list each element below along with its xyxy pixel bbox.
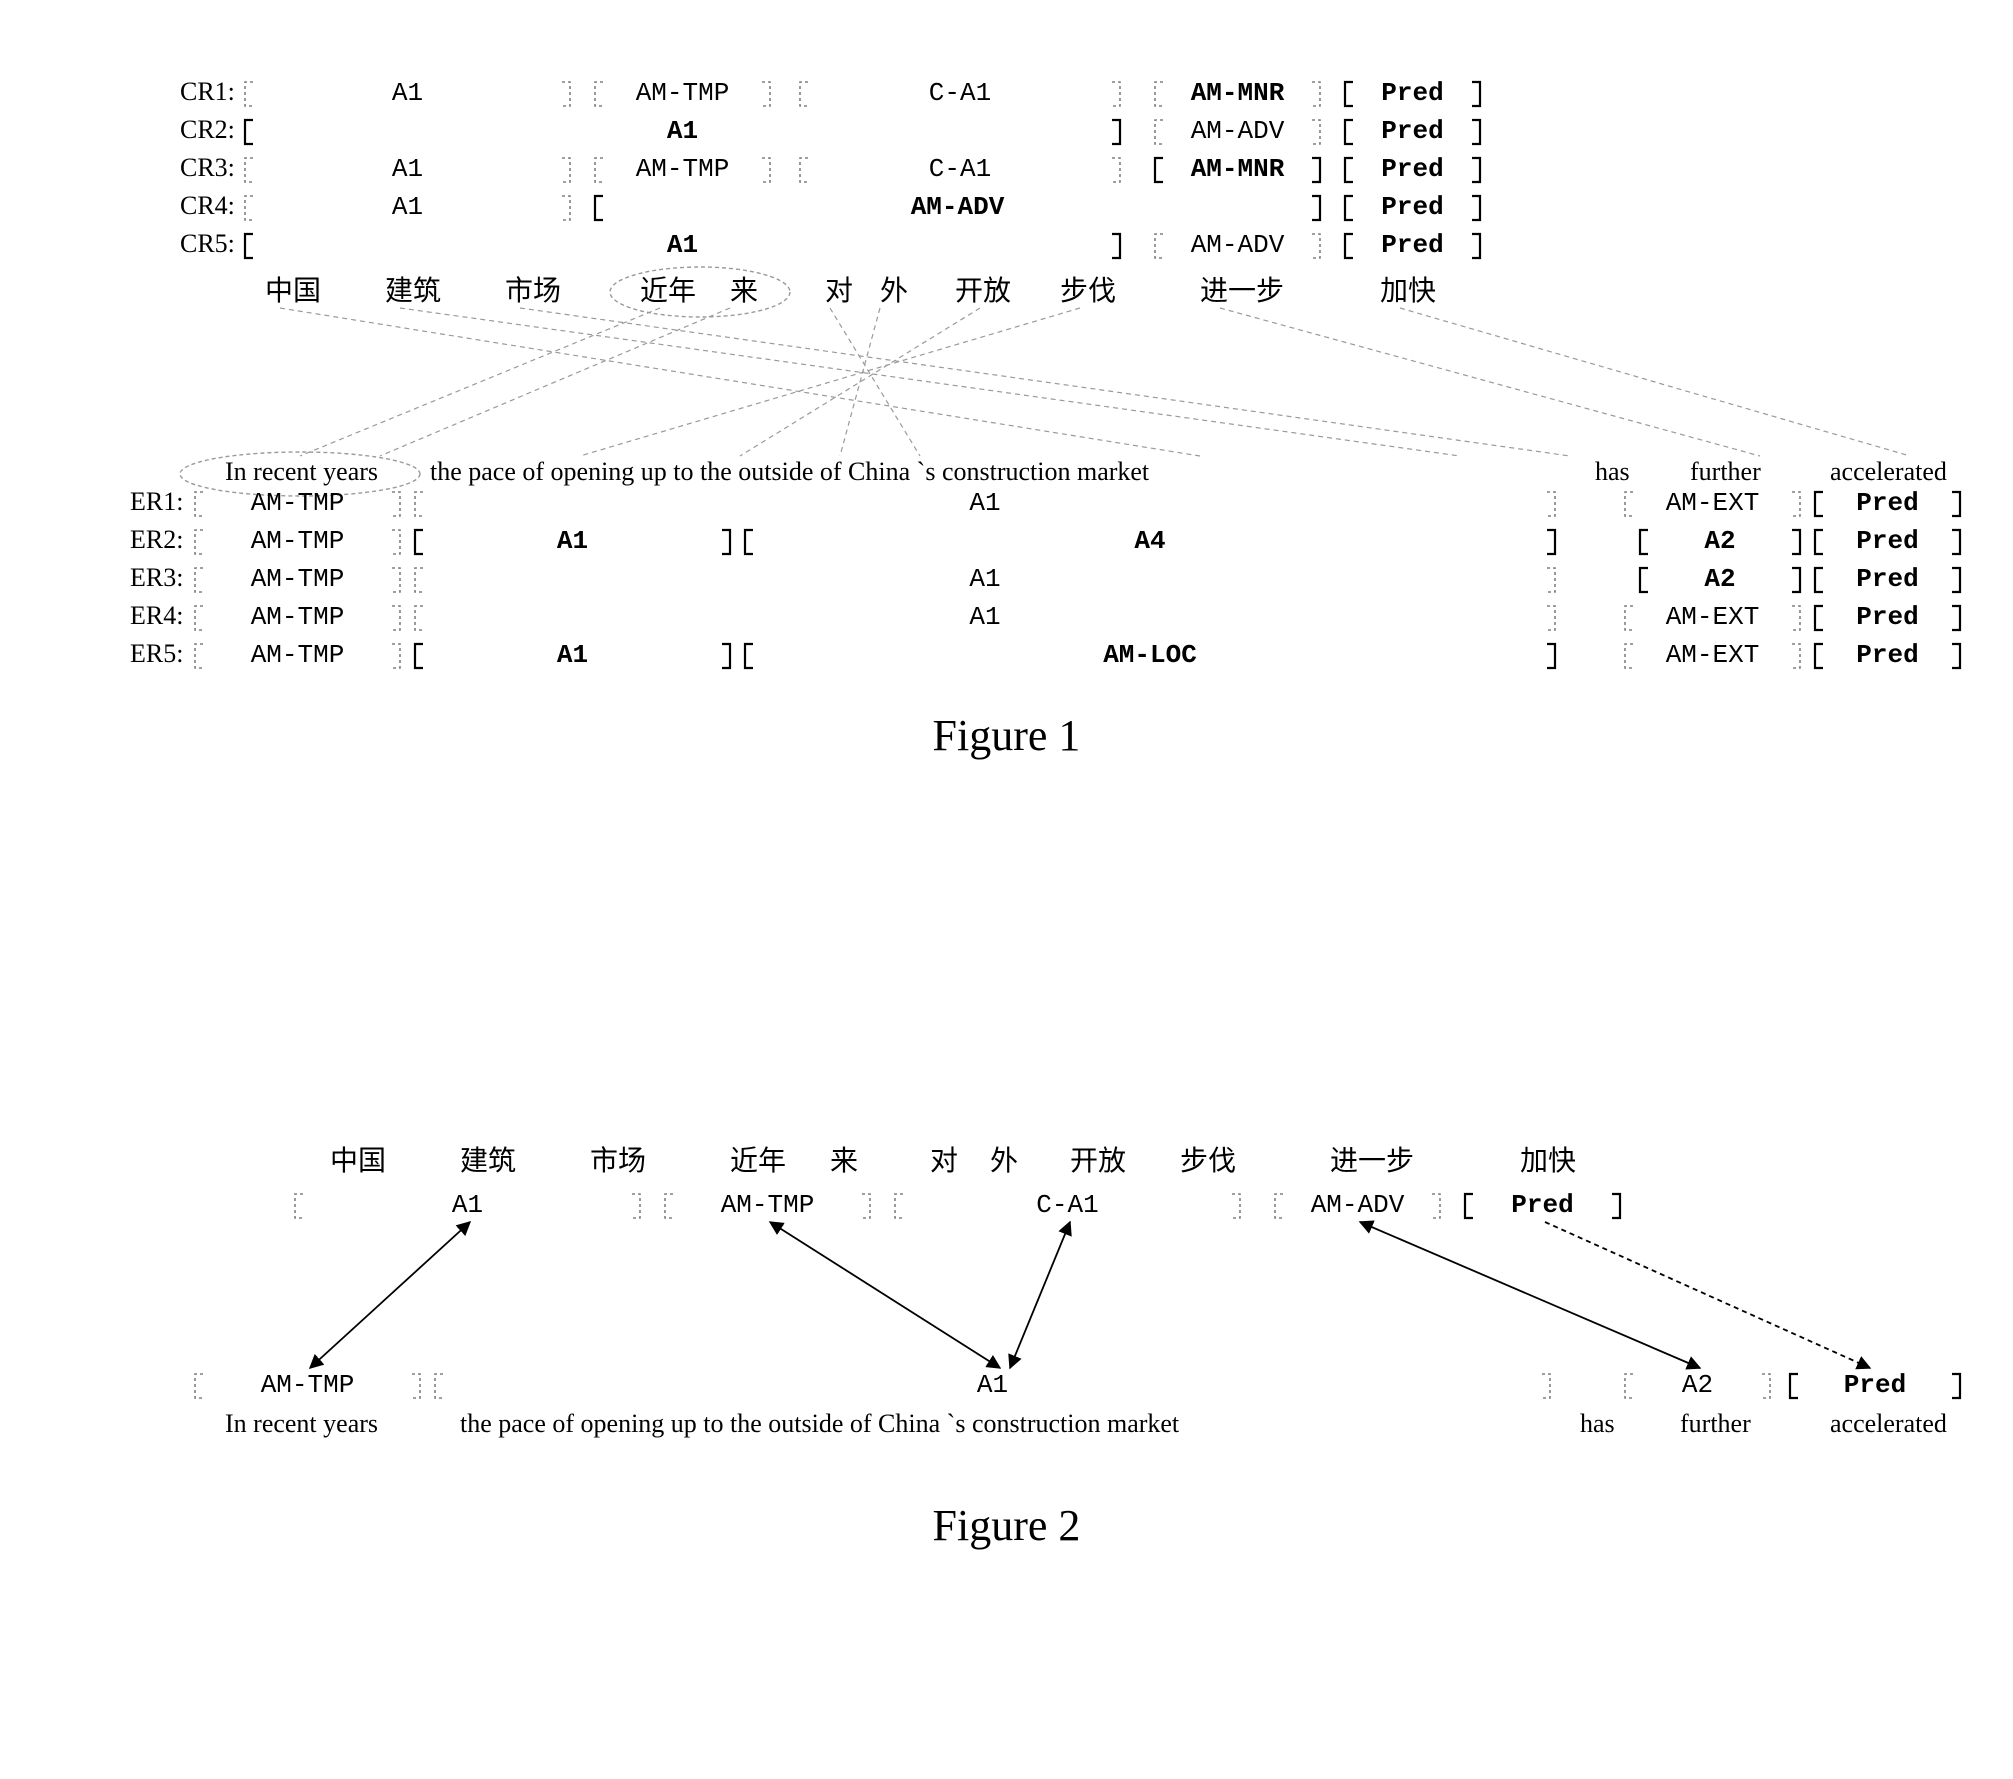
figure-2-caption: Figure 2	[0, 1500, 2013, 1551]
svg-text:Pred: Pred	[1844, 1370, 1906, 1400]
svg-text:开放: 开放	[955, 275, 1011, 307]
svg-text:近年: 近年	[640, 275, 696, 307]
svg-text:CR2:: CR2:	[180, 115, 235, 144]
svg-text:A4: A4	[1134, 526, 1165, 556]
svg-text:A1: A1	[557, 526, 588, 556]
svg-text:CR1:: CR1:	[180, 77, 235, 106]
svg-text:AM-TMP: AM-TMP	[261, 1370, 355, 1400]
svg-text:进一步: 进一步	[1330, 1146, 1414, 1177]
svg-text:A1: A1	[392, 154, 423, 184]
svg-text:has: has	[1580, 1409, 1615, 1438]
svg-text:对: 对	[930, 1145, 958, 1177]
svg-text:Pred: Pred	[1381, 230, 1443, 260]
svg-text:has: has	[1595, 457, 1630, 486]
svg-text:Pred: Pred	[1381, 78, 1443, 108]
svg-text:CR3:: CR3:	[180, 153, 235, 182]
svg-text:AM-ADV: AM-ADV	[1311, 1190, 1405, 1220]
svg-text:accelerated: accelerated	[1830, 1409, 1947, 1438]
svg-text:A2: A2	[1682, 1370, 1713, 1400]
figure-2: 中国 建筑 市场 近年 来 对外 开放 步伐 进一步 加快 A1 AM-TMP C-A1 AM-ADV Pr…	[0, 1130, 2013, 1551]
svg-text:C-A1: C-A1	[929, 154, 991, 184]
svg-text:市场: 市场	[590, 1145, 646, 1177]
svg-text:外: 外	[880, 275, 908, 307]
svg-text:AM-EXT: AM-EXT	[1666, 602, 1760, 632]
svg-text:A1: A1	[969, 564, 1000, 594]
svg-text:A1: A1	[392, 192, 423, 222]
svg-text:步伐: 步伐	[1180, 1145, 1236, 1177]
svg-text:ER1:: ER1:	[130, 487, 183, 516]
svg-text:中国: 中国	[265, 275, 321, 307]
svg-text:加快: 加快	[1520, 1145, 1576, 1177]
svg-text:AM-MNR: AM-MNR	[1191, 78, 1285, 108]
figure-1: CR1: A1 AM-TMP C-A1 AM-MNR Pred CR2: A1 AM-ADV Pr…	[0, 70, 2013, 761]
svg-text:对: 对	[825, 275, 853, 307]
svg-text:A1: A1	[969, 602, 1000, 632]
svg-text:Pred: Pred	[1856, 488, 1918, 518]
svg-text:A1: A1	[452, 1190, 483, 1220]
svg-text:CR4:: CR4:	[180, 191, 235, 220]
svg-text:近年: 近年	[730, 1145, 786, 1177]
svg-text:AM-ADV: AM-ADV	[911, 192, 1005, 222]
page: CR1: A1 AM-TMP C-A1 AM-MNR Pred CR2: A1 AM-ADV Pr…	[0, 0, 2013, 1779]
svg-text:Pred: Pred	[1511, 1190, 1573, 1220]
svg-text:A1: A1	[969, 488, 1000, 518]
svg-text:A1: A1	[392, 78, 423, 108]
svg-text:ER4:: ER4:	[130, 601, 183, 630]
svg-text:加快: 加快	[1380, 275, 1436, 307]
svg-text:中国: 中国	[330, 1145, 386, 1177]
svg-text:建筑: 建筑	[385, 275, 441, 307]
figure-1-svg: CR1: A1 AM-TMP C-A1 AM-MNR Pred CR2: A1 AM-ADV Pr…	[0, 70, 2013, 710]
svg-text:AM-TMP: AM-TMP	[721, 1190, 815, 1220]
svg-text:Pred: Pred	[1381, 116, 1443, 146]
svg-text:ER5:: ER5:	[130, 639, 183, 668]
svg-text:C-A1: C-A1	[929, 78, 991, 108]
svg-text:ER2:: ER2:	[130, 525, 183, 554]
svg-text:Pred: Pred	[1381, 192, 1443, 222]
svg-text:further: further	[1690, 457, 1761, 486]
svg-text:进一步: 进一步	[1200, 276, 1284, 307]
svg-text:AM-TMP: AM-TMP	[251, 488, 345, 518]
svg-text:AM-TMP: AM-TMP	[636, 78, 730, 108]
svg-text:Pred: Pred	[1381, 154, 1443, 184]
svg-text:Pred: Pred	[1856, 640, 1918, 670]
svg-text:AM-TMP: AM-TMP	[251, 564, 345, 594]
svg-text:AM-ADV: AM-ADV	[1191, 116, 1285, 146]
svg-text:A1: A1	[667, 230, 698, 260]
svg-text:AM-TMP: AM-TMP	[636, 154, 730, 184]
svg-text:Pred: Pred	[1856, 602, 1918, 632]
svg-text:ER3:: ER3:	[130, 563, 183, 592]
svg-text:further: further	[1680, 1409, 1751, 1438]
svg-text:来: 来	[730, 275, 758, 307]
svg-text:开放: 开放	[1070, 1145, 1126, 1177]
svg-text:accelerated: accelerated	[1830, 457, 1947, 486]
svg-text:AM-TMP: AM-TMP	[251, 602, 345, 632]
figure-2-svg: 中国 建筑 市场 近年 来 对外 开放 步伐 进一步 加快 A1 AM-TMP C-A1 AM-ADV Pr…	[0, 1130, 2013, 1500]
svg-text:AM-EXT: AM-EXT	[1666, 640, 1760, 670]
svg-text:Pred: Pred	[1856, 564, 1918, 594]
svg-text:AM-ADV: AM-ADV	[1191, 230, 1285, 260]
svg-text:In recent years: In recent years	[225, 1409, 378, 1438]
svg-text:外: 外	[990, 1145, 1018, 1177]
svg-text:A2: A2	[1704, 564, 1735, 594]
svg-text:AM-EXT: AM-EXT	[1666, 488, 1760, 518]
svg-text:A1: A1	[667, 116, 698, 146]
svg-text:AM-MNR: AM-MNR	[1191, 154, 1285, 184]
svg-text:the pace of opening up to the: the pace of opening up to the outside of…	[430, 457, 1150, 486]
svg-text:In recent years: In recent years	[225, 457, 378, 486]
figure-1-caption: Figure 1	[0, 710, 2013, 761]
svg-text:Pred: Pred	[1856, 526, 1918, 556]
svg-text:市场: 市场	[505, 275, 561, 307]
svg-text:AM-TMP: AM-TMP	[251, 640, 345, 670]
svg-text:步伐: 步伐	[1060, 275, 1116, 307]
svg-text:CR5:: CR5:	[180, 229, 235, 258]
svg-text:A1: A1	[977, 1370, 1008, 1400]
svg-text:the pace of opening up to the: the pace of opening up to the outside of…	[460, 1409, 1180, 1438]
svg-text:A2: A2	[1704, 526, 1735, 556]
svg-text:建筑: 建筑	[460, 1145, 516, 1177]
svg-text:来: 来	[830, 1145, 858, 1177]
svg-text:C-A1: C-A1	[1036, 1190, 1098, 1220]
svg-text:AM-TMP: AM-TMP	[251, 526, 345, 556]
svg-text:AM-LOC: AM-LOC	[1103, 640, 1197, 670]
svg-text:A1: A1	[557, 640, 588, 670]
